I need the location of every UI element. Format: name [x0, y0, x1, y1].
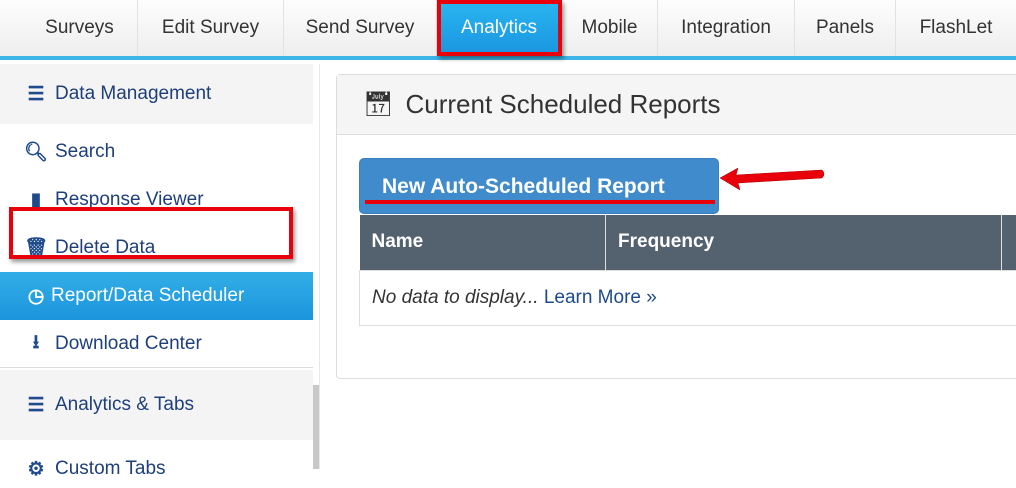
reports-table: Name Frequency No data to display... Lea…: [359, 215, 1016, 326]
divider: [319, 64, 320, 469]
trash-icon: 🗑︎: [25, 236, 47, 260]
tab-integration[interactable]: Integration: [658, 0, 795, 56]
sidebar: ☰ Data Management 🔍︎ Search ▮ Response View…: [0, 64, 313, 469]
tab-analytics[interactable]: Analytics: [437, 0, 562, 56]
section-label: Analytics & Tabs: [55, 394, 194, 416]
search-icon: 🔍︎: [25, 140, 47, 164]
list-icon: ☰: [25, 394, 47, 417]
sidebar-item-response-viewer[interactable]: ▮ Response Viewer: [0, 176, 313, 224]
gears-icon: ⚙: [25, 458, 47, 481]
column-header-name[interactable]: Name: [360, 215, 606, 270]
scrollbar[interactable]: [313, 385, 319, 469]
section-data-management[interactable]: ☰ Data Management: [0, 64, 313, 124]
scheduled-reports-panel: 📅︎ Current Scheduled Reports New Auto-Sch…: [336, 74, 1016, 379]
sidebar-item-label: Search: [55, 141, 115, 163]
tab-flashlet[interactable]: FlashLet: [896, 0, 1016, 56]
sidebar-item-delete-data[interactable]: 🗑︎ Delete Data: [0, 224, 313, 272]
briefcase-icon: ▮: [25, 189, 47, 212]
sidebar-item-label: Delete Data: [55, 237, 155, 259]
learn-more-link[interactable]: Learn More »: [544, 287, 657, 308]
column-header-3[interactable]: [1002, 215, 1016, 270]
sidebar-item-custom-tabs[interactable]: ⚙ Custom Tabs: [0, 440, 313, 488]
list-icon: ☰: [25, 83, 47, 106]
section-label: Data Management: [55, 83, 211, 105]
sidebar-item-report-data-scheduler[interactable]: ◷Report/Data Scheduler: [0, 272, 313, 320]
tab-panels[interactable]: Panels: [795, 0, 896, 56]
download-icon: ⭳: [25, 328, 47, 360]
tab-surveys[interactable]: Surveys: [0, 0, 138, 56]
calendar-icon: 📅︎: [363, 90, 393, 119]
tab-mobile[interactable]: Mobile: [562, 0, 658, 56]
sidebar-item-label: Response Viewer: [55, 189, 204, 211]
new-auto-scheduled-report-button[interactable]: New Auto-Scheduled Report: [359, 158, 719, 214]
page-title: Current Scheduled Reports: [405, 89, 720, 120]
tab-edit-survey[interactable]: Edit Survey: [138, 0, 284, 56]
annotation-arrow-icon: [718, 166, 828, 194]
empty-text: No data to display...: [372, 287, 539, 308]
section-analytics-tabs[interactable]: ☰ Analytics & Tabs: [0, 370, 313, 440]
sidebar-item-label: Custom Tabs: [55, 458, 166, 480]
sidebar-item-download-center[interactable]: ⭳ Download Center: [0, 320, 313, 368]
sidebar-item-label: Download Center: [55, 333, 202, 355]
tab-send-survey[interactable]: Send Survey: [284, 0, 437, 56]
annotation-underline: [365, 200, 715, 204]
column-header-frequency[interactable]: Frequency: [606, 215, 1002, 270]
clock-icon: ◷: [25, 285, 47, 308]
sidebar-item-label: Report/Data Scheduler: [51, 285, 244, 307]
sidebar-item-search[interactable]: 🔍︎ Search: [0, 128, 313, 176]
empty-row: No data to display... Learn More »: [360, 270, 1016, 325]
top-nav: Surveys Edit Survey Send Survey Analytic…: [0, 0, 1016, 60]
